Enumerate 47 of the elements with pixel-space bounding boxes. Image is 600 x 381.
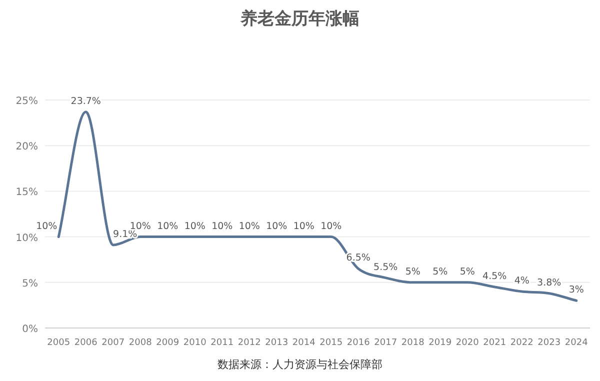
text: 4%: [514, 276, 530, 287]
chart-title: 养老金历年涨幅: [240, 9, 360, 29]
source-note: 数据来源：人力资源与社会保障部: [218, 358, 382, 371]
y-tick-label: 0%: [22, 324, 38, 335]
text: 5%: [460, 266, 475, 278]
x-tick-label: 2005: [47, 338, 70, 348]
x-tick-label: 2011: [210, 338, 234, 348]
x-tick-label: 2010: [183, 338, 207, 348]
text: 3.8%: [537, 277, 562, 288]
text: 10%: [266, 220, 288, 232]
y-tick-label: 5%: [22, 278, 38, 290]
y-tick-label: 15%: [16, 187, 38, 198]
text: 10%: [238, 220, 260, 232]
x-tick-label: 2012: [238, 338, 261, 348]
x-tick-label: 2013: [265, 338, 288, 348]
text: 10%: [184, 220, 206, 232]
text: 5.5%: [374, 262, 398, 273]
x-tick-label: 2021: [483, 338, 506, 348]
x-tick-label: 2007: [102, 338, 125, 348]
text: 10%: [293, 220, 314, 232]
text: 23.7%: [70, 96, 101, 107]
text: 10%: [320, 220, 342, 232]
text: 4.5%: [482, 270, 507, 282]
x-tick-label: 2023: [538, 338, 561, 348]
text: 10%: [157, 220, 178, 232]
x-tick-label: 2019: [428, 338, 452, 348]
x-tick-label: 2016: [346, 338, 370, 348]
x-tick-label: 2008: [128, 338, 152, 348]
x-tick-label: 2022: [510, 338, 534, 348]
y-tick-label: 20%: [16, 142, 38, 153]
text: 10%: [36, 220, 58, 232]
text: 5%: [432, 266, 448, 278]
text: 9.1%: [113, 229, 138, 240]
text: 10%: [212, 220, 233, 232]
x-tick-label: 2017: [374, 338, 398, 348]
text: 10%: [130, 220, 151, 232]
x-tick-label: 2014: [292, 338, 316, 348]
x-tick-label: 2006: [74, 338, 98, 348]
text: 5%: [405, 266, 420, 278]
x-tick-label: 2020: [456, 338, 480, 348]
x-tick-label: 2024: [564, 338, 588, 348]
y-tick-label: 25%: [16, 96, 38, 107]
y-tick-label: 10%: [16, 232, 38, 244]
x-tick-label: 2015: [320, 338, 343, 348]
x-tick-label: 2018: [401, 338, 425, 348]
text: 3%: [568, 284, 584, 296]
x-tick-label: 2009: [156, 338, 180, 348]
